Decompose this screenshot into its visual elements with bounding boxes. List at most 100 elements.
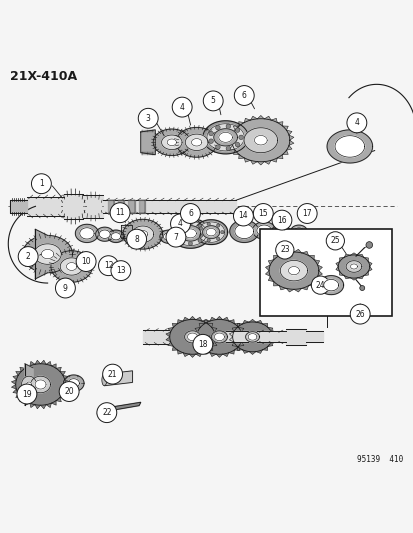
Polygon shape	[218, 132, 232, 142]
Polygon shape	[202, 225, 219, 239]
Polygon shape	[63, 376, 68, 380]
Polygon shape	[195, 327, 200, 332]
Polygon shape	[31, 376, 50, 393]
Circle shape	[31, 174, 51, 193]
Polygon shape	[174, 221, 206, 246]
Polygon shape	[184, 331, 200, 343]
Polygon shape	[138, 230, 147, 238]
Polygon shape	[199, 346, 204, 350]
Polygon shape	[290, 225, 306, 238]
Polygon shape	[367, 262, 371, 266]
Circle shape	[172, 97, 192, 117]
Polygon shape	[245, 332, 259, 342]
Polygon shape	[177, 350, 183, 354]
Polygon shape	[75, 224, 98, 243]
Polygon shape	[23, 236, 72, 273]
Circle shape	[297, 204, 316, 223]
Polygon shape	[339, 271, 343, 276]
Polygon shape	[271, 332, 275, 337]
Circle shape	[178, 239, 183, 243]
Polygon shape	[227, 135, 232, 140]
Circle shape	[178, 224, 183, 228]
Polygon shape	[63, 389, 68, 393]
Polygon shape	[25, 401, 30, 405]
Polygon shape	[286, 146, 291, 150]
Text: 10: 10	[81, 257, 91, 266]
Text: 20: 20	[64, 387, 74, 396]
Polygon shape	[97, 407, 107, 414]
Polygon shape	[286, 130, 291, 135]
Polygon shape	[234, 224, 253, 239]
Circle shape	[170, 214, 190, 234]
Polygon shape	[318, 276, 343, 295]
Polygon shape	[211, 327, 216, 332]
Polygon shape	[169, 319, 215, 354]
Circle shape	[235, 128, 239, 132]
Polygon shape	[104, 371, 132, 386]
Text: 11: 11	[115, 208, 124, 217]
Polygon shape	[211, 342, 216, 346]
Circle shape	[55, 278, 75, 298]
Polygon shape	[26, 382, 31, 387]
Polygon shape	[232, 342, 237, 346]
Polygon shape	[232, 327, 237, 332]
Polygon shape	[293, 228, 303, 235]
Polygon shape	[51, 401, 56, 405]
Polygon shape	[229, 332, 233, 337]
Text: 15: 15	[258, 209, 268, 218]
Polygon shape	[234, 346, 239, 350]
Polygon shape	[244, 118, 250, 123]
Polygon shape	[183, 317, 189, 321]
Circle shape	[346, 113, 366, 133]
Circle shape	[238, 135, 243, 140]
Polygon shape	[195, 317, 202, 321]
Circle shape	[111, 261, 131, 280]
Text: 95139  410: 95139 410	[356, 455, 403, 464]
Polygon shape	[350, 278, 356, 280]
Polygon shape	[25, 364, 30, 368]
Circle shape	[18, 247, 38, 266]
Polygon shape	[363, 271, 368, 276]
Circle shape	[234, 86, 254, 106]
Circle shape	[175, 231, 178, 236]
Polygon shape	[247, 334, 256, 340]
Polygon shape	[313, 277, 319, 281]
Polygon shape	[60, 258, 83, 275]
Circle shape	[192, 334, 212, 354]
Circle shape	[203, 91, 223, 111]
Text: 3: 3	[145, 114, 150, 123]
Polygon shape	[277, 155, 282, 159]
Polygon shape	[153, 129, 190, 156]
Polygon shape	[202, 350, 207, 354]
Text: 23: 23	[279, 245, 289, 254]
Polygon shape	[64, 380, 69, 384]
Text: 14: 14	[238, 212, 248, 221]
Polygon shape	[256, 332, 285, 342]
Polygon shape	[279, 252, 285, 255]
Polygon shape	[209, 317, 216, 321]
Polygon shape	[140, 130, 155, 155]
Text: 16: 16	[276, 216, 286, 224]
Polygon shape	[51, 364, 56, 368]
Polygon shape	[121, 225, 131, 238]
Polygon shape	[256, 225, 271, 236]
Polygon shape	[263, 160, 271, 164]
Text: 18: 18	[198, 340, 207, 349]
Polygon shape	[285, 288, 293, 292]
Circle shape	[197, 224, 202, 228]
Polygon shape	[282, 150, 287, 155]
Polygon shape	[195, 353, 202, 357]
Polygon shape	[271, 118, 277, 123]
Circle shape	[215, 145, 220, 149]
Polygon shape	[268, 252, 318, 289]
Polygon shape	[207, 346, 212, 350]
Polygon shape	[35, 360, 40, 365]
Polygon shape	[238, 122, 244, 126]
Polygon shape	[263, 116, 271, 120]
Polygon shape	[274, 228, 286, 237]
Circle shape	[180, 204, 200, 223]
Ellipse shape	[102, 374, 107, 386]
Polygon shape	[168, 342, 173, 346]
Polygon shape	[83, 195, 103, 218]
Polygon shape	[170, 219, 210, 248]
